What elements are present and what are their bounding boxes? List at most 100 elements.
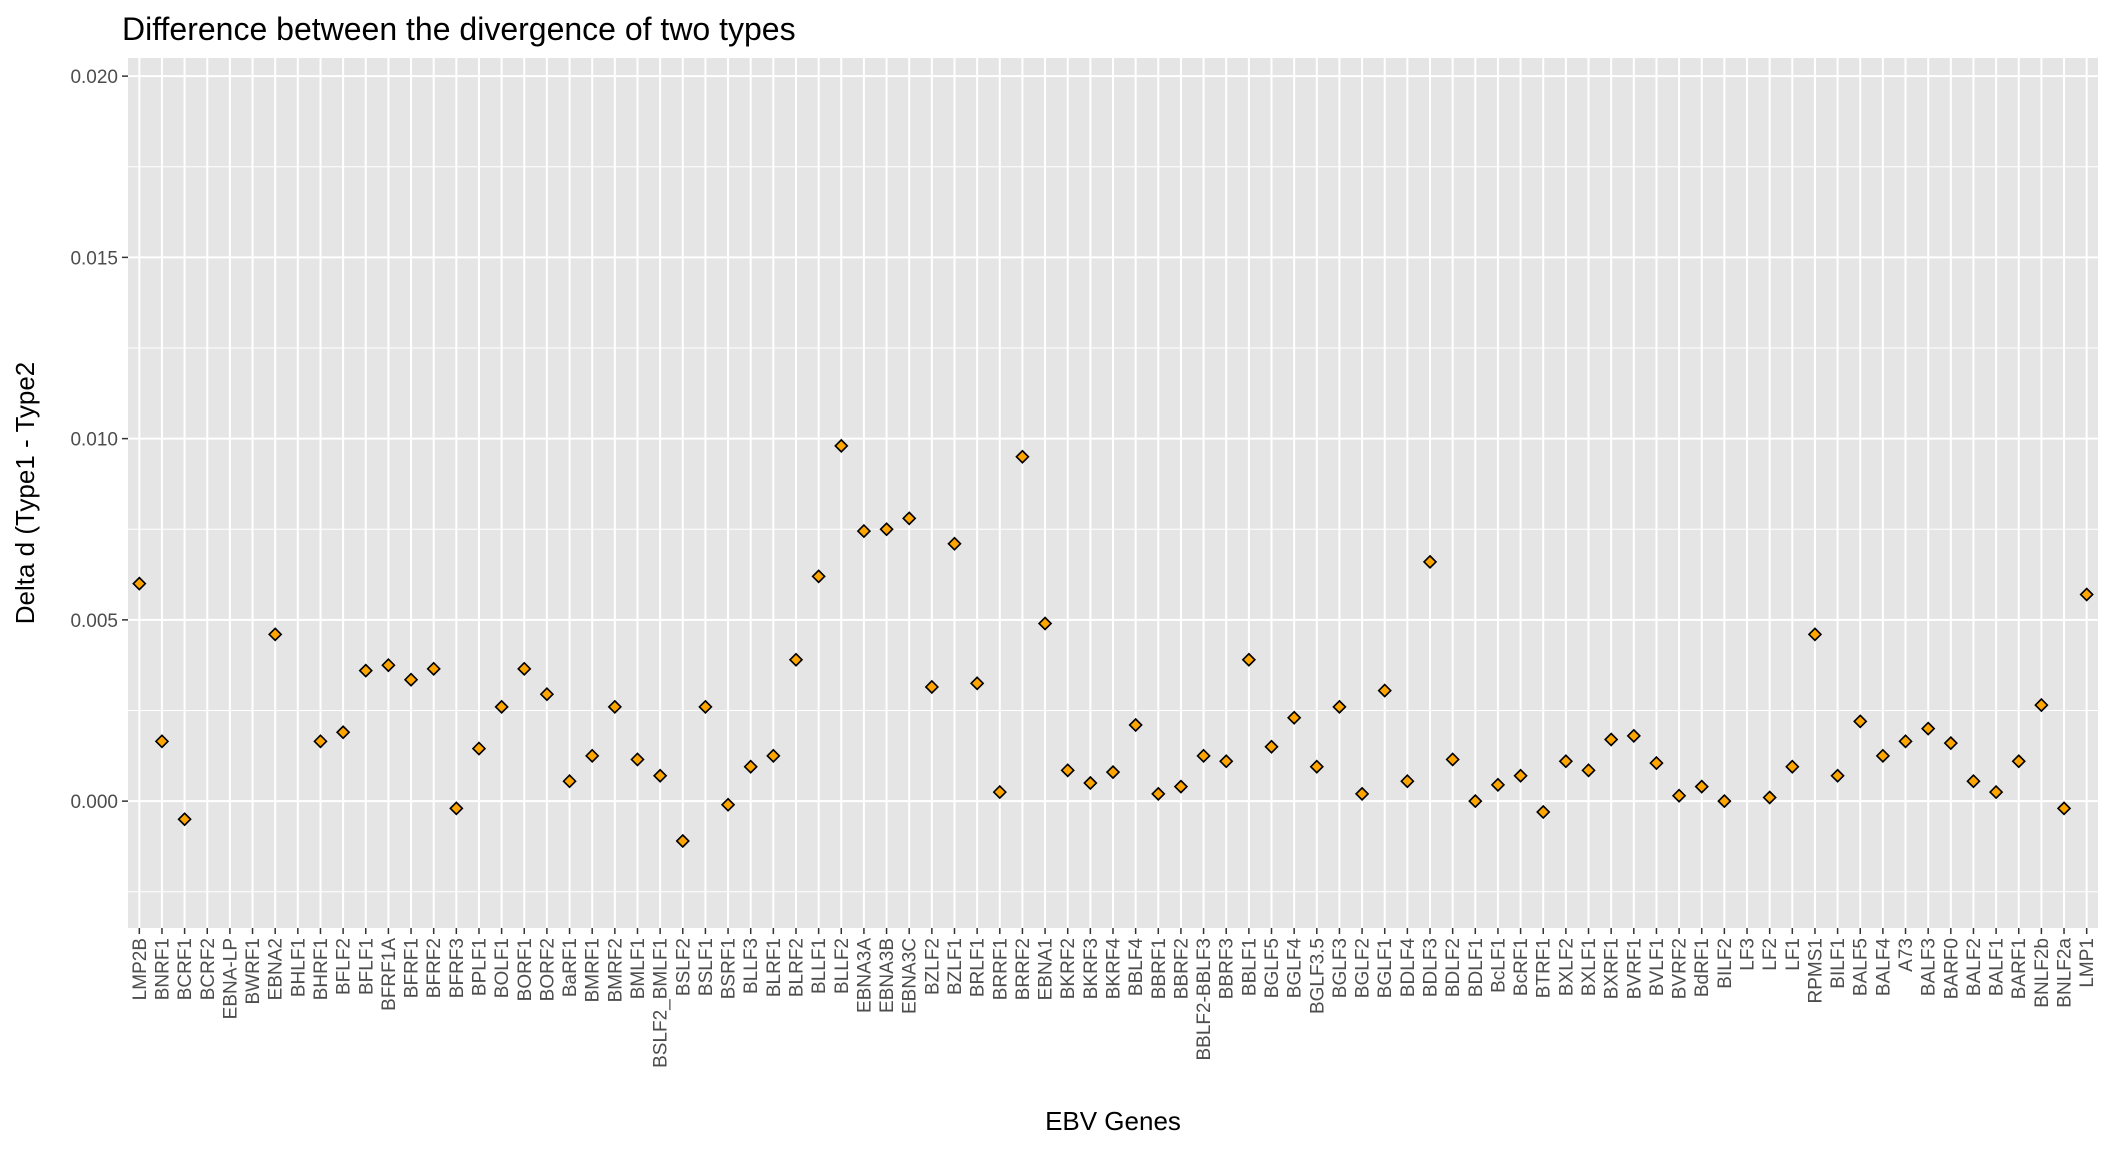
data-point [970, 676, 985, 691]
x-tick-label: BLLF3 [741, 938, 762, 994]
x-tick-label: BSLF1 [696, 938, 717, 996]
x-tick-label: BILF1 [1828, 938, 1849, 989]
data-point [992, 784, 1007, 800]
data-point [1717, 793, 1732, 809]
x-tick-label: BLRF2 [786, 938, 807, 997]
data-point [1921, 721, 1936, 736]
x-tick-label: BcRF1 [1511, 938, 1532, 996]
data-point [1400, 774, 1415, 789]
data-point [675, 833, 690, 849]
y-axis-title: Delta d (Type1 - Type2 [10, 362, 40, 625]
data-point [1377, 683, 1392, 698]
data-point [2079, 587, 2094, 602]
x-tick-label: EBNA3C [900, 938, 921, 1014]
data-point [1966, 774, 1981, 789]
data-point [1762, 790, 1777, 805]
data-point [1694, 779, 1709, 794]
y-tick-label: 0.020 [70, 67, 118, 88]
x-tick-label: BLLF1 [809, 938, 830, 994]
data-point [449, 801, 464, 816]
x-tick-label: BALF1 [1987, 938, 2008, 996]
data-point [1060, 763, 1075, 778]
x-tick-label: BALF2 [1964, 938, 1985, 996]
data-point [1785, 759, 1800, 774]
data-point [1875, 748, 1891, 763]
data-point [1898, 734, 1913, 749]
x-tick-label: BXRF1 [1602, 938, 1623, 999]
data-point [268, 627, 283, 642]
x-tick-label: BGLF1 [1375, 938, 1396, 998]
x-tick-label: BXLF2 [1556, 938, 1577, 996]
data-point [1287, 710, 1302, 725]
x-tick-label: BILF2 [1715, 938, 1736, 989]
data-points [132, 438, 2094, 849]
x-tick-label: BGLF2 [1353, 938, 1374, 998]
x-tick-label: LMP1 [2077, 938, 2098, 988]
y-tick-label: 0.000 [70, 792, 118, 813]
data-point [471, 741, 487, 756]
data-point [1309, 759, 1324, 774]
x-tick-label: BDLF3 [1421, 938, 1442, 997]
x-tick-label: BMRF2 [605, 938, 626, 1002]
x-tick-label: BKRF2 [1058, 938, 1079, 999]
x-tick-label: LF2 [1760, 938, 1781, 971]
data-point [2011, 754, 2026, 769]
data-point [1807, 627, 1823, 642]
data-point [2056, 801, 2072, 816]
x-tick-label: BBRF3 [1217, 938, 1238, 999]
x-tick-label: BdRF1 [1692, 938, 1713, 997]
x-tick-label: BARF0 [1941, 938, 1962, 999]
data-point [1671, 788, 1687, 803]
data-point [403, 672, 419, 687]
x-tick-label: BFLF2 [334, 938, 355, 995]
x-tick-label: BKRF4 [1104, 938, 1125, 1000]
data-point [539, 687, 555, 702]
data-point [743, 759, 758, 774]
x-tick-label: BGLF4 [1285, 938, 1306, 999]
x-tick-label: LMP2B [130, 938, 151, 1000]
x-tick-label: BRLF1 [968, 938, 989, 997]
x-tick-label: A73 [1896, 938, 1917, 972]
data-point [1219, 754, 1234, 769]
data-point [177, 812, 192, 827]
x-tick-label: BPLF1 [469, 938, 490, 996]
x-tick-label: BWRF1 [243, 938, 264, 1005]
x-tick-label: BSLF2_BMLF1 [651, 938, 672, 1068]
x-tick-label: BFRF3 [447, 938, 468, 998]
data-point [494, 699, 509, 715]
data-point [902, 511, 917, 526]
data-point [1558, 754, 1574, 769]
data-point [1173, 779, 1189, 794]
x-tick-label: BALF3 [1919, 938, 1940, 996]
data-point [811, 569, 826, 584]
x-tick-label: BaRF1 [560, 938, 581, 997]
x-tick-label: BLRF1 [764, 938, 785, 997]
x-tick-label: BVRF1 [1624, 938, 1645, 999]
x-tick-label: BOLF1 [492, 938, 513, 998]
data-point [1943, 735, 1958, 751]
x-tick-label: EBNA2 [266, 938, 287, 1000]
x-tick-label: BNLF2b [2032, 938, 2053, 1008]
x-tick-label: BALF5 [1851, 938, 1872, 996]
data-point [1015, 449, 1030, 464]
y-axis: 0.000 0.005 0.010 0.015 0.020 [70, 67, 128, 813]
x-tick-label: BSRF1 [719, 938, 740, 999]
data-point [358, 663, 373, 678]
x-tick-label: BVLF1 [1647, 938, 1668, 996]
data-point [1354, 786, 1370, 802]
x-tick-label: BZLF1 [945, 938, 966, 995]
x-tick-label: BFLF1 [356, 938, 377, 995]
data-point [1536, 804, 1551, 820]
x-tick-label: BBLF2-BBLF3 [1194, 938, 1215, 1061]
x-tick-label: BBLF4 [1126, 938, 1147, 997]
x-tick-label: BMRF1 [583, 938, 604, 1002]
data-point [2034, 697, 2049, 713]
data-point [1626, 728, 1641, 744]
data-point [132, 576, 147, 591]
data-point [1649, 755, 1664, 771]
data-point [1445, 752, 1460, 767]
x-tick-label: BARF1 [2009, 938, 2030, 999]
data-point [1083, 775, 1098, 791]
x-tick-label: EBNA3A [854, 938, 875, 1013]
x-tick-label: BSLF2 [673, 938, 694, 996]
